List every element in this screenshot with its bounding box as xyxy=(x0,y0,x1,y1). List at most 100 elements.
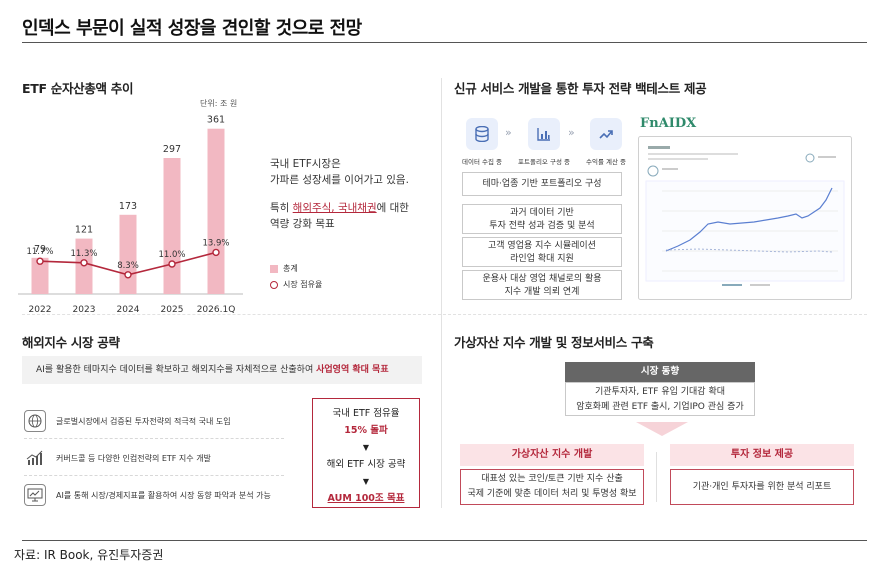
bar-value-label: 297 xyxy=(163,144,181,155)
feature-line: 라인업 확대 지원 xyxy=(510,254,574,264)
goal-highlight: AUM 100조 목표 xyxy=(327,493,405,504)
list-item-text: 글로벌시장에서 검증된 투자전략의 적극적 국내 도입 xyxy=(56,416,231,426)
goal-box: 국내 ETF 점유율 15% 돌파 ▼ 해외 ETF 시장 공략 ▼ AUM 1… xyxy=(312,398,420,508)
info-service-box: 기관·개인 투자자를 위한 분석 리포트 xyxy=(670,469,854,505)
backtest-feature-box: 과거 데이터 기반 투자 전략 성과 검증 및 분석 xyxy=(462,204,622,234)
etf-section-heading: ETF 순자산총액 추이 xyxy=(22,81,134,96)
bar-2024 xyxy=(119,214,137,294)
trend-box: 기관투자자, ETF 유입 기대감 확대 암호화폐 관련 ETF 출시, 기업I… xyxy=(565,382,755,416)
etf-desc-line-2: 가파른 성장세를 이어가고 있음. xyxy=(270,174,409,186)
overseas-list: 글로벌시장에서 검증된 투자전략의 적극적 국내 도입 커버드콜 등 다양한 인… xyxy=(24,406,284,510)
legend-line-label: 시장 점유율 xyxy=(283,280,323,289)
chart-unit-label: 단위: 조 원 xyxy=(200,99,238,108)
footer-rule xyxy=(22,540,867,541)
list-item: 커버드콜 등 다양한 인컴전략의 ETF 지수 개발 xyxy=(24,443,284,473)
growth-chart-icon xyxy=(24,447,46,469)
list-item: 글로벌시장에서 검증된 투자전략의 적극적 국내 도입 xyxy=(24,406,284,436)
globe-icon xyxy=(24,410,46,432)
x-tick-label: 2025 xyxy=(161,305,184,315)
feature-line: 지수 개발 의뢰 연계 xyxy=(504,287,580,297)
legend-item-bar: 총계 xyxy=(270,263,322,274)
database-icon xyxy=(466,118,498,150)
share-point xyxy=(168,260,176,268)
etf-desc-line-1: 국내 ETF시장은 xyxy=(270,158,341,170)
x-tick-label: 2022 xyxy=(29,305,52,315)
feature-line: 고객 영업용 지수 시뮬레이션 xyxy=(488,241,596,251)
overseas-section-heading: 해외지수 시장 공략 xyxy=(22,335,120,350)
backtest-section-heading: 신규 서비스 개발을 통한 투자 전략 백테스트 제공 xyxy=(454,81,707,96)
banner-text: AI를 활용한 테마지수 데이터를 확보하고 해외지수를 자체적으로 산출하여 xyxy=(36,365,317,375)
virtual-index-box: 대표성 있는 코인/토큰 기반 지수 산출 국제 기준에 맞춘 데이터 처리 및… xyxy=(460,469,644,505)
etf-desc-highlight: 해외주식, 국내채권 xyxy=(292,202,377,214)
bar-2026.1Q xyxy=(207,128,225,294)
info-service-header: 투자 정보 제공 xyxy=(670,444,854,466)
fnaidx-logo: FnAIDX xyxy=(640,116,697,131)
down-arrow-icon: ▼ xyxy=(362,443,370,452)
banner-highlight: 사업영역 확대 목표 xyxy=(316,365,389,375)
legend-line-marker xyxy=(270,280,278,289)
bar-value-label: 173 xyxy=(119,201,137,212)
step-label-2: 포트폴리오 구성 중 xyxy=(518,158,570,166)
share-point xyxy=(212,248,220,257)
etf-desc-suffix: 에 대한 xyxy=(376,202,409,214)
trend-up-icon xyxy=(590,118,622,150)
feature-line: 테마·업종 기반 포트폴리오 구성 xyxy=(482,179,602,189)
info-service-line: 기관·개인 투자자를 위한 분석 리포트 xyxy=(692,482,832,492)
etf-description: 국내 ETF시장은 가파른 성장세를 이어가고 있음. 특히 해외주식, 국내채… xyxy=(270,156,409,232)
bar-value-label: 121 xyxy=(75,225,93,236)
chart-legend: 총계 시장 점유율 xyxy=(270,263,322,290)
bar-value-label: 79 xyxy=(34,244,46,255)
share-value-label: 11.0% xyxy=(158,250,185,260)
chevron-icon: » xyxy=(568,126,575,139)
backtest-feature-box: 고객 영업용 지수 시뮬레이션 라인업 확대 지원 xyxy=(462,237,622,267)
share-point xyxy=(124,271,132,279)
share-value-label: 11.3% xyxy=(70,249,97,259)
feature-line: 과거 데이터 기반 xyxy=(510,208,574,218)
list-item-text: AI를 통해 시장/경제지표를 활용하여 시장 동향 파악과 분석 가능 xyxy=(56,490,271,500)
share-value-label: 8.3% xyxy=(117,261,139,271)
list-divider xyxy=(24,475,284,476)
backtest-feature-box: 운용사 대상 영업 채널로의 활용 지수 개발 의뢰 연계 xyxy=(462,270,622,300)
bar-chart-icon xyxy=(528,118,560,150)
legend-bar-swatch xyxy=(270,264,278,273)
virtual-divider xyxy=(656,452,657,502)
x-tick-label: 2024 xyxy=(117,305,140,315)
goal-highlight: 15% 돌파 xyxy=(344,425,388,436)
share-value-label: 13.9% xyxy=(202,238,229,248)
monitor-analytics-icon xyxy=(24,484,46,506)
chevron-icon: » xyxy=(505,126,512,139)
legend-bar-label: 총계 xyxy=(283,264,298,273)
share-point xyxy=(36,257,44,265)
backtest-feature-box: 테마·업종 기반 포트폴리오 구성 xyxy=(462,172,622,196)
feature-line: 운용사 대상 영업 채널로의 활용 xyxy=(482,274,602,284)
share-value-label: 11.7% xyxy=(26,247,53,257)
trend-header: 시장 동향 xyxy=(565,362,755,382)
trend-line: 암호화폐 관련 ETF 출시, 기업IPO 관심 증가 xyxy=(576,402,744,412)
bar-value-label: 361 xyxy=(207,115,225,126)
bar-2025 xyxy=(163,158,181,294)
down-arrow-icon xyxy=(636,422,688,436)
vertical-divider xyxy=(441,78,442,508)
share-point xyxy=(80,259,88,267)
virtual-index-line: 대표성 있는 코인/토큰 기반 지수 산출 xyxy=(481,474,623,484)
overseas-banner: AI를 활용한 테마지수 데이터를 확보하고 해외지수를 자체적으로 산출하여 … xyxy=(22,356,422,384)
list-item: AI를 통해 시장/경제지표를 활용하여 시장 동향 파악과 분석 가능 xyxy=(24,480,284,510)
x-tick-label: 2026.1Q xyxy=(197,305,236,315)
horizontal-divider xyxy=(22,314,867,315)
trend-line: 기관투자자, ETF 유입 기대감 확대 xyxy=(594,387,726,397)
step-label-3: 수익률 계산 중 xyxy=(585,158,626,166)
list-divider xyxy=(24,438,284,439)
x-tick-label: 2023 xyxy=(73,305,96,315)
goal-line: 해외 ETF 시장 공략 xyxy=(326,459,406,470)
list-item-text: 커버드콜 등 다양한 인컴전략의 ETF 지수 개발 xyxy=(56,453,211,463)
backtest-steps: » » 데이터 수집 중 포트폴리오 구성 중 수익률 계산 중 xyxy=(450,118,635,168)
etf-desc-prefix: 특히 xyxy=(270,202,293,214)
title-rule xyxy=(22,42,867,43)
page-title: 인덱스 부문이 실적 성장을 견인할 것으로 전망 xyxy=(22,18,362,39)
bar-2022 xyxy=(31,257,49,294)
source-footnote: 자료: IR Book, 유진투자증권 xyxy=(14,548,164,562)
etf-desc-line-4: 역량 강화 목표 xyxy=(270,218,335,230)
feature-line: 투자 전략 성과 검증 및 분석 xyxy=(489,221,595,231)
down-arrow-icon: ▼ xyxy=(362,477,370,486)
